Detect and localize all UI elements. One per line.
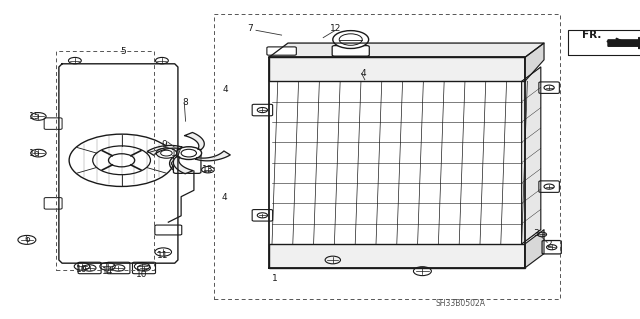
Polygon shape: [525, 43, 544, 81]
Text: 1: 1: [273, 274, 278, 283]
Text: 12: 12: [330, 24, 341, 33]
Text: FR.: FR.: [582, 30, 602, 40]
Text: SH33B0502A: SH33B0502A: [436, 299, 486, 308]
FancyBboxPatch shape: [107, 262, 130, 274]
Text: 6: 6: [24, 235, 29, 244]
Text: 9: 9: [162, 140, 167, 149]
Polygon shape: [522, 67, 541, 244]
Text: 4: 4: [361, 69, 366, 78]
Bar: [269, 57, 525, 81]
Polygon shape: [147, 145, 182, 155]
Text: 4: 4: [223, 85, 228, 94]
FancyBboxPatch shape: [267, 47, 296, 55]
Text: 10: 10: [76, 265, 88, 274]
FancyBboxPatch shape: [252, 210, 273, 221]
Text: 13: 13: [202, 165, 214, 174]
Text: 16: 16: [29, 149, 41, 158]
Text: 11: 11: [157, 251, 169, 260]
FancyBboxPatch shape: [173, 154, 201, 174]
Circle shape: [333, 31, 369, 48]
Text: 2: 2: [547, 240, 552, 249]
FancyBboxPatch shape: [332, 46, 369, 56]
Text: 7: 7: [247, 24, 252, 33]
FancyBboxPatch shape: [132, 262, 156, 274]
FancyBboxPatch shape: [252, 104, 273, 116]
Bar: [269, 244, 525, 268]
FancyBboxPatch shape: [539, 82, 559, 93]
Text: 3: 3: [534, 229, 539, 238]
Text: 5: 5: [121, 47, 126, 56]
Text: 10: 10: [136, 270, 148, 279]
FancyBboxPatch shape: [78, 262, 101, 274]
Circle shape: [176, 147, 202, 160]
Text: 8: 8: [183, 98, 188, 107]
Text: 15: 15: [29, 112, 41, 121]
Polygon shape: [184, 132, 204, 150]
Polygon shape: [269, 43, 544, 57]
Text: 17: 17: [171, 149, 182, 158]
FancyBboxPatch shape: [539, 181, 559, 192]
Text: 4: 4: [221, 193, 227, 202]
Polygon shape: [173, 157, 193, 174]
FancyBboxPatch shape: [44, 198, 62, 209]
FancyBboxPatch shape: [542, 241, 561, 254]
FancyBboxPatch shape: [155, 225, 182, 235]
Polygon shape: [608, 37, 640, 49]
Circle shape: [156, 148, 177, 158]
Text: 14: 14: [102, 267, 113, 276]
Polygon shape: [196, 151, 230, 161]
Polygon shape: [525, 230, 544, 268]
FancyBboxPatch shape: [44, 118, 62, 130]
